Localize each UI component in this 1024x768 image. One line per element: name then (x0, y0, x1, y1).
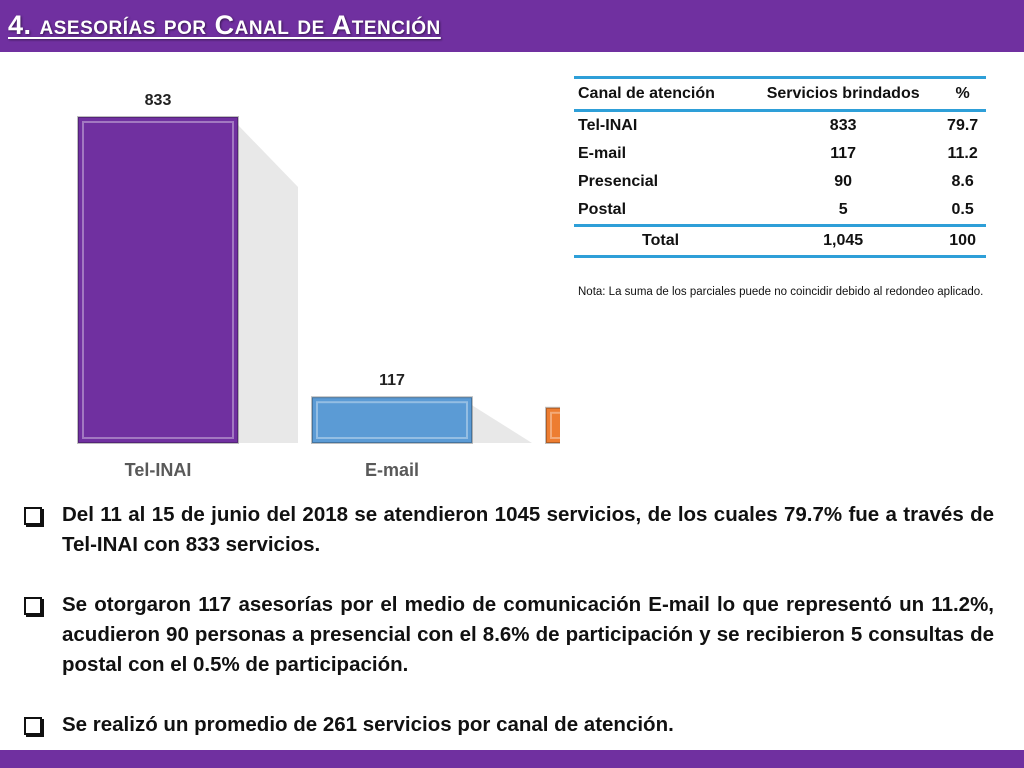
table-header-services: Servicios brindados (747, 76, 940, 112)
table-cell: Postal (578, 201, 627, 218)
checkbox-bullet-icon (24, 507, 42, 525)
bullet-item: Se realizó un promedio de 261 servicios … (22, 710, 994, 740)
table-row: Postal 5 0.5 (574, 196, 986, 226)
bar-presencial (545, 406, 560, 445)
slide-title: 4. asesorías por Canal de Atención (8, 10, 441, 40)
bar-bevel (82, 121, 234, 439)
footer-bar (0, 750, 1024, 768)
table-cell: 0.5 (951, 201, 974, 218)
table-row: Tel-INAI 833 79.7 (574, 111, 986, 141)
bullet-text: Se otorgaron 117 asesorías por el medio … (62, 593, 994, 676)
bullet-text: Del 11 al 15 de junio del 2018 se atendi… (62, 503, 994, 556)
table-cell: 833 (829, 117, 857, 134)
bar-tel-inai (77, 116, 239, 444)
table-cell: 5 (838, 201, 848, 218)
table-cell: E-mail (578, 145, 627, 162)
table-cell: 79.7 (947, 117, 979, 134)
table-row: E-mail 117 11.2 (574, 140, 986, 168)
bullet-list: Del 11 al 15 de junio del 2018 se atendi… (22, 500, 994, 740)
bar-shadow (238, 125, 298, 443)
category-label: Tel-INAI (125, 460, 192, 480)
checkbox-bullet-icon (24, 717, 42, 735)
bar-bevel (316, 401, 468, 439)
bullet-text: Se realizó un promedio de 261 servicios … (62, 713, 674, 736)
table-cell: 8.6 (951, 173, 974, 190)
table-cell: 90 (834, 173, 853, 190)
table-total-row: Total 1,045 100 (574, 224, 986, 258)
table-note: Nota: La suma de los parciales puede no … (578, 286, 984, 298)
table-header-percent: % (939, 76, 986, 112)
checkbox-bullet-icon (24, 597, 42, 615)
table-cell: Tel-INAI (578, 117, 638, 134)
data-label: 117 (379, 372, 405, 389)
bar-bevel (550, 411, 560, 440)
table-total-percent: 100 (939, 224, 986, 258)
table-header-row: Canal de atención Servicios brindados % (574, 76, 986, 112)
table-row: Presencial 90 8.6 (574, 168, 986, 196)
bullet-item: Del 11 al 15 de junio del 2018 se atendi… (22, 500, 994, 560)
data-table: Canal de atención Servicios brindados % … (574, 76, 986, 258)
category-label: E-mail (365, 460, 419, 480)
header-bar: 4. asesorías por Canal de Atención (0, 0, 1024, 52)
bullet-item: Se otorgaron 117 asesorías por el medio … (22, 590, 994, 680)
data-label: 833 (145, 92, 172, 109)
table-total-services: 1,045 (747, 224, 940, 258)
table-cell: 117 (830, 145, 857, 162)
table-cell: 11.2 (947, 145, 978, 162)
table-cell: Presencial (578, 173, 659, 190)
bar-shadow (472, 405, 532, 443)
table-total-label: Total (574, 224, 748, 258)
bar-e-mail (311, 396, 473, 444)
table-header-channel: Canal de atención (574, 76, 748, 112)
